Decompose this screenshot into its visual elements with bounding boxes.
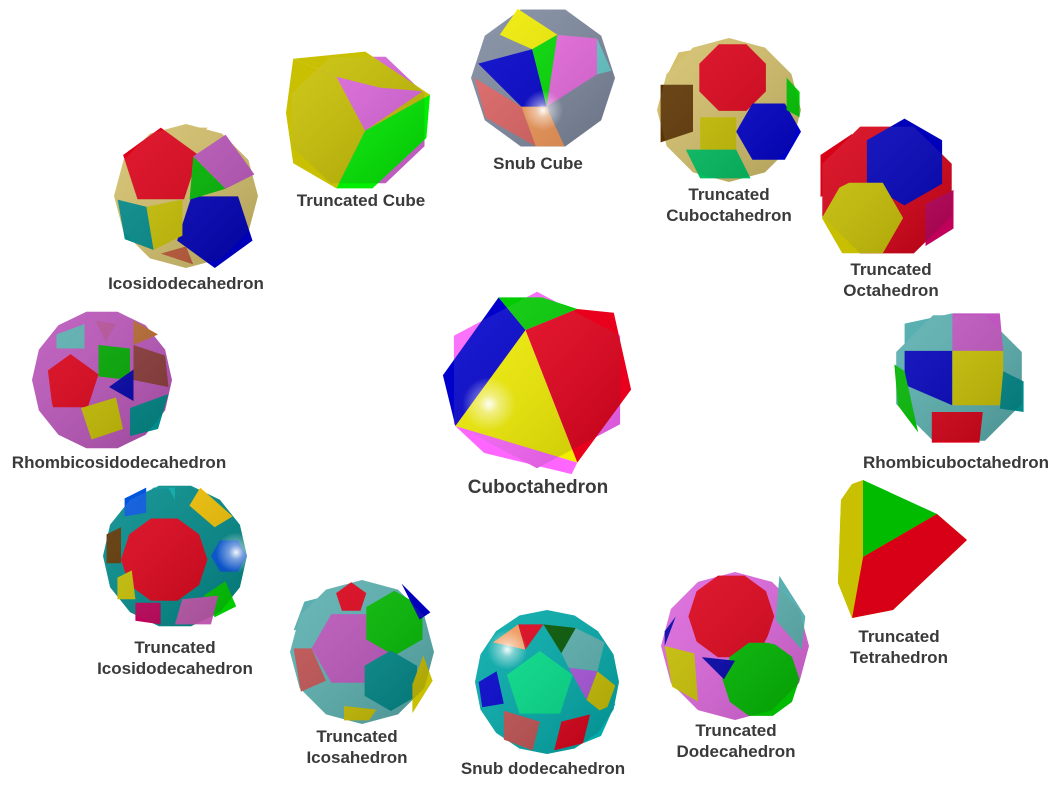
snub-cube-icon [471, 8, 615, 147]
label-rhombicosidodecahedron: Rhombicosidodecahedron [12, 452, 226, 473]
shading [103, 485, 247, 627]
shading [657, 38, 801, 182]
label-truncated-cuboctahedron: Truncated Cuboctahedron [666, 184, 792, 226]
shading [290, 580, 434, 724]
label-cuboctahedron: Cuboctahedron [468, 476, 608, 499]
shading [291, 56, 425, 184]
label-snub-dodecahedron: Snub dodecahedron [461, 758, 625, 779]
shading [471, 9, 615, 147]
label-line: Truncated [316, 727, 398, 746]
label-line: Truncated [858, 627, 940, 646]
shading [32, 311, 172, 449]
truncated-tetrahedron-icon [838, 480, 967, 618]
label-line: Truncated [134, 638, 216, 657]
rhombicuboctahedron-icon [894, 313, 1024, 443]
truncated-icosahedron-icon [290, 580, 434, 724]
label-line: Truncated Cube [296, 191, 426, 210]
label-line: Cuboctahedron [467, 477, 609, 498]
snub-dodecahedron-icon [475, 610, 619, 754]
highlight [522, 90, 564, 131]
shading [896, 315, 1022, 441]
truncated-cuboctahedron-icon [657, 38, 801, 182]
label-icosidodecahedron: Icosidodecahedron [108, 273, 264, 294]
highlight [487, 629, 528, 670]
truncated-octahedron-icon [820, 118, 954, 254]
truncated-tetrahedron-face-1 [863, 480, 937, 557]
label-line: Snub dodecahedron [460, 759, 626, 778]
label-line: Octahedron [843, 281, 939, 300]
label-line: Icosidodecahedron [97, 659, 253, 678]
truncated-icosahedron-face-5 [401, 583, 431, 620]
label-line: Rhombicosidodecahedron [11, 453, 227, 472]
truncated-dodecahedron-icon [661, 572, 809, 720]
truncated-tetrahedron-face-3 [838, 480, 863, 618]
label-truncated-icosahedron: Truncated Icosahedron [306, 726, 407, 768]
label-line: Cuboctahedron [666, 206, 792, 225]
label-snub-cube: Snub Cube [493, 153, 583, 174]
label-truncated-octahedron: Truncated Octahedron [843, 259, 938, 301]
cuboctahedron-icon [442, 291, 632, 475]
label-line: Icosidodecahedron [108, 274, 264, 293]
shading [114, 124, 258, 268]
label-line: Dodecahedron [676, 742, 796, 761]
highlight [462, 377, 516, 431]
label-truncated-cube: Truncated Cube [297, 190, 425, 211]
icosidodecahedron-icon [114, 124, 258, 268]
label-rhombicuboctahedron: Rhombicuboctahedron [863, 452, 1049, 473]
label-line: Truncated [695, 721, 777, 740]
label-line: Snub Cube [493, 154, 583, 173]
label-line: Icosahedron [306, 748, 408, 767]
label-line: Rhombicuboctahedron [862, 453, 1050, 472]
highlight [216, 532, 257, 573]
truncated-icosidodecahedron-icon [103, 485, 257, 627]
shading [822, 126, 952, 254]
label-truncated-dodecahedron: Truncated Dodecahedron [676, 720, 795, 762]
shading [475, 610, 619, 754]
truncated-cube-icon [286, 51, 430, 189]
label-truncated-tetrahedron: Truncated Tetrahedron [850, 626, 948, 668]
label-line: Truncated [850, 260, 932, 279]
label-line: Tetrahedron [850, 648, 948, 667]
label-truncated-icosidodecahedron: Truncated Icosidodecahedron [97, 637, 253, 679]
shading [661, 572, 809, 720]
truncated-tetrahedron-face-2 [852, 514, 967, 618]
rhombicosidodecahedron-icon [32, 311, 172, 449]
label-line: Truncated [688, 185, 770, 204]
